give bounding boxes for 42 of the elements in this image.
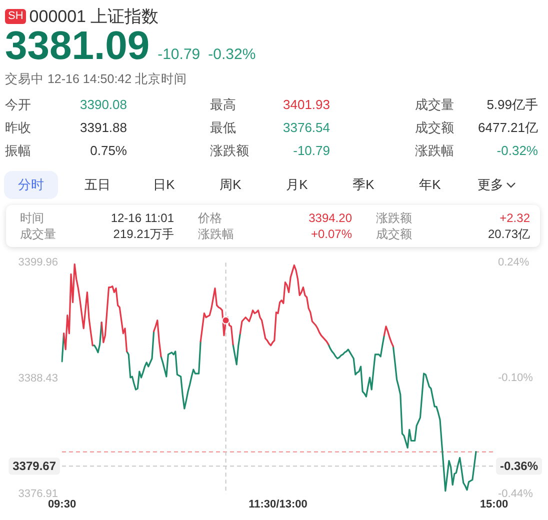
y2-tick-label: -0.10% (498, 372, 534, 384)
text: 振幅 (5, 143, 31, 159)
text: -0.32% (496, 143, 538, 159)
text: -10.79 (293, 143, 330, 159)
text: 涨跌幅 (415, 143, 454, 159)
x-tick-label: 15:00 (480, 498, 508, 510)
text: 3401.93 (283, 97, 330, 113)
text: 涨跌额 (210, 143, 249, 159)
y-tick-label: 3388.43 (18, 372, 58, 384)
y2-tick-label: -0.44% (498, 488, 534, 500)
text: 昨收 (5, 120, 31, 136)
selected-tab: 分时 (4, 171, 58, 199)
text: -0.36% (500, 458, 538, 473)
text: 日K (153, 176, 175, 194)
text: -10.79 (158, 46, 200, 63)
text: 5.99亿手 (486, 97, 538, 113)
y-tick-label: 3399.96 (18, 256, 58, 269)
y2-tick-label: 0.24% (498, 256, 530, 269)
chart-subtitle: 交易中 12-16 14:50:42 北京时间 (5, 71, 188, 88)
text: SH (5, 8, 26, 24)
text: 3390.08 (80, 97, 127, 113)
y-tick-label: 3376.91 (18, 488, 58, 500)
x-tick-label: 09:30 (48, 498, 76, 510)
text: -0.32% (208, 46, 256, 63)
text: 成交额 (415, 120, 454, 136)
text: 五日 (84, 176, 110, 194)
text: 6477.21亿 (478, 120, 538, 136)
text: 周K (220, 176, 242, 194)
text: 3391.88 (80, 120, 127, 136)
text: 最高 (210, 97, 236, 113)
text: 月K (286, 176, 308, 194)
ref-line-label: 3379.67 (12, 458, 56, 473)
x-tick-label: 11:30/13:00 (248, 498, 308, 510)
info-card: 时间 12-16 11:01 价格 3394.20 涨跌额 +2.32 成交量 219.21万手 涨跌幅 +0.07% 成交额 20.73亿 (6, 205, 540, 247)
text: 更多 (478, 176, 504, 194)
text: 成交量 (415, 97, 454, 113)
text: 年K (419, 176, 441, 194)
text: 最低 (210, 120, 236, 136)
text: 季K (352, 176, 374, 194)
text: 0.75% (90, 143, 127, 159)
text: 今开 (5, 97, 31, 113)
text: 3376.54 (283, 120, 330, 136)
